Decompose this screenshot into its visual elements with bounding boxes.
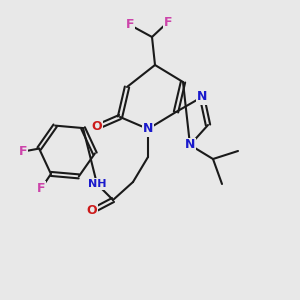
Text: O: O xyxy=(92,121,102,134)
Text: N: N xyxy=(185,139,195,152)
Text: F: F xyxy=(164,16,172,28)
Text: F: F xyxy=(126,19,134,32)
Text: F: F xyxy=(19,145,27,158)
Text: O: O xyxy=(87,205,97,218)
Text: N: N xyxy=(143,122,153,136)
Text: N: N xyxy=(197,91,207,103)
Text: F: F xyxy=(37,182,45,195)
Text: NH: NH xyxy=(88,179,106,189)
